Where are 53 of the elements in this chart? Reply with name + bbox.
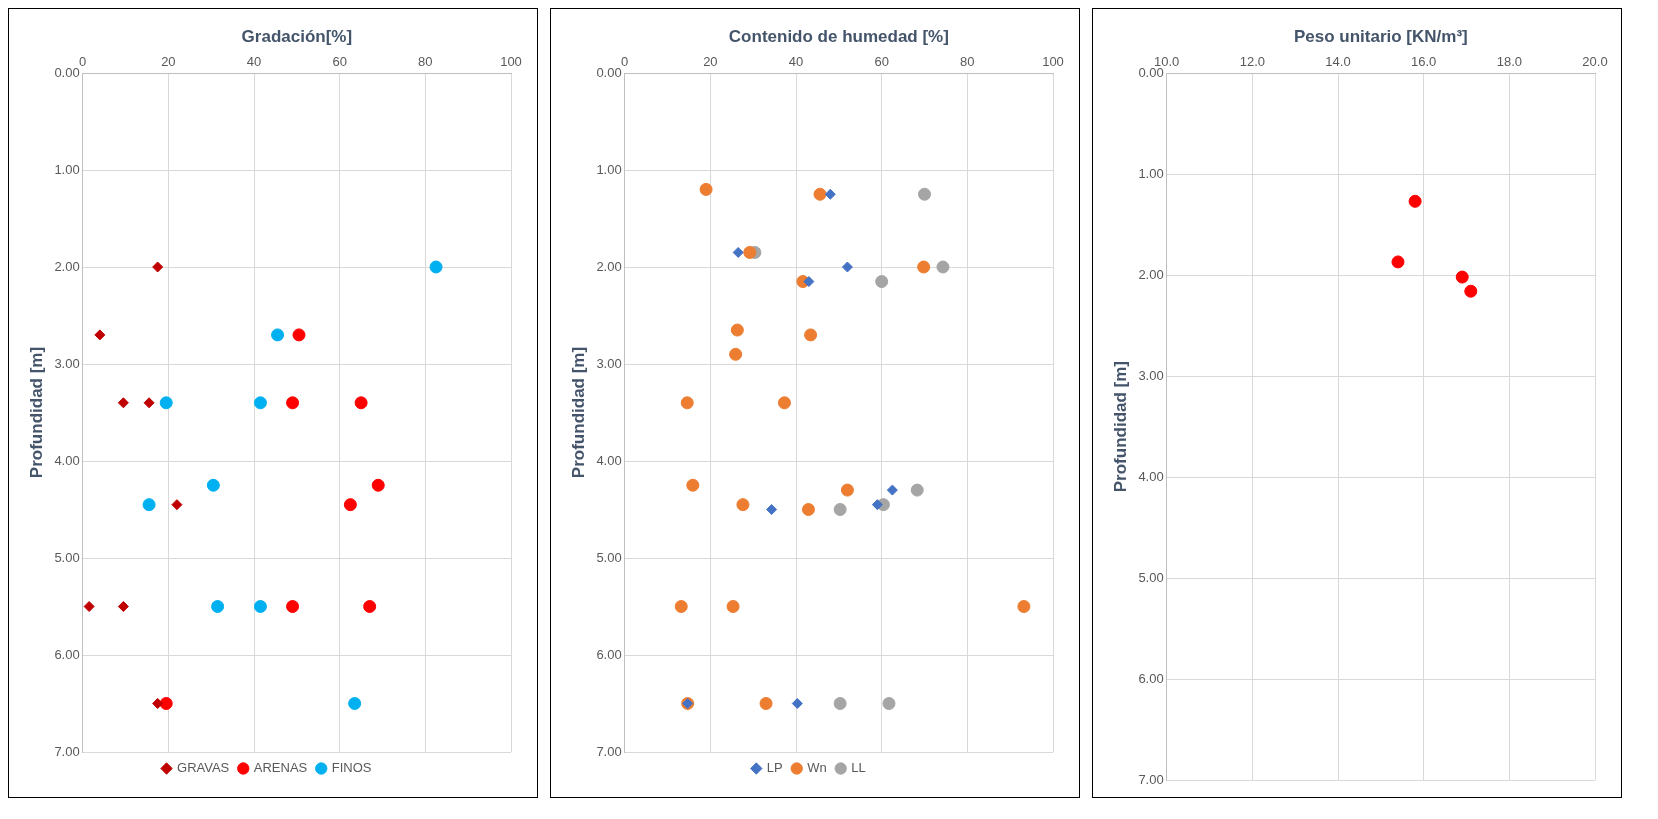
- y-tick-label: 0.00: [596, 64, 622, 80]
- x-tick-label: 12.0: [1239, 53, 1266, 69]
- y-axis-title: Profundidad [m]: [568, 346, 588, 479]
- y-tick-label: 3.00: [54, 355, 80, 371]
- y-tick-label: 7.00: [596, 743, 622, 759]
- y-tick-label: 6.00: [1138, 670, 1164, 686]
- x-tick-label: 14.0: [1325, 53, 1351, 69]
- x-tick-label: 0: [79, 53, 87, 69]
- y-tick-label: 2.00: [1138, 266, 1164, 282]
- x-tick-label: 20.0: [1582, 53, 1608, 69]
- x-tick-label: 40: [246, 53, 262, 69]
- x-axis-title: Contenido de humedad [%]: [728, 26, 949, 46]
- y-axis-title: Profundidad [m]: [1110, 360, 1130, 493]
- x-tick-label: 18.0: [1496, 53, 1522, 69]
- x-tick-label: 60: [874, 53, 889, 69]
- x-tick-label: 16.0: [1411, 53, 1437, 69]
- legend-label: Wn: [807, 760, 827, 776]
- y-tick-label: 4.00: [596, 452, 622, 468]
- x-tick-label: 20: [703, 53, 718, 69]
- legend-label: LL: [851, 760, 866, 776]
- x-tick-label: 60: [332, 53, 347, 69]
- y-tick-label: 6.00: [54, 646, 80, 662]
- y-tick-label: 4.00: [1138, 468, 1164, 484]
- x-tick-label: 100: [500, 53, 522, 69]
- y-tick-label: 7.00: [1138, 771, 1164, 787]
- y-tick-label: 1.00: [596, 161, 622, 177]
- y-tick-label: 7.00: [54, 743, 80, 759]
- legend-label: GRAVAS: [177, 760, 230, 776]
- y-tick-label: 3.00: [596, 355, 622, 371]
- y-tick-label: 3.00: [1138, 367, 1164, 383]
- y-tick-label: 2.00: [54, 258, 80, 274]
- x-tick-label: 0: [621, 53, 629, 69]
- y-tick-label: 5.00: [54, 549, 80, 565]
- y-tick-label: 0.00: [54, 64, 80, 80]
- y-tick-label: 4.00: [54, 452, 80, 468]
- legend-label: LP: [766, 760, 783, 776]
- x-tick-label: 20: [161, 53, 176, 69]
- x-tick-label: 100: [1042, 53, 1064, 69]
- y-tick-label: 5.00: [1138, 569, 1164, 585]
- x-tick-label: 10.0: [1154, 53, 1180, 69]
- legend-label: ARENAS: [253, 760, 308, 776]
- x-tick-label: 80: [960, 53, 975, 69]
- y-tick-label: 5.00: [596, 549, 622, 565]
- y-tick-label: 1.00: [1138, 165, 1164, 181]
- legend-label: FINOS: [331, 760, 372, 776]
- x-axis-title: Gradación[%]: [241, 26, 353, 46]
- y-tick-label: 2.00: [596, 258, 622, 274]
- x-tick-label: 40: [788, 53, 804, 69]
- x-tick-label: 80: [418, 53, 433, 69]
- x-axis-title: Peso unitario [KN/m³]: [1293, 26, 1468, 46]
- y-tick-label: 6.00: [596, 646, 622, 662]
- y-axis-title: Profundidad [m]: [26, 346, 46, 479]
- y-tick-label: 1.00: [54, 161, 80, 177]
